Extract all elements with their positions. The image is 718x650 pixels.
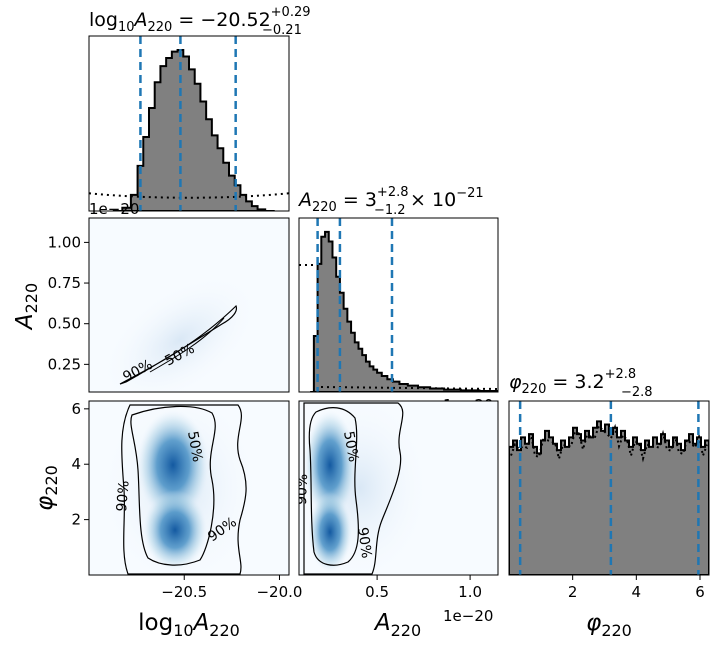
x-tick-label: 0.5	[365, 583, 389, 601]
frame-A-vs-phi	[298, 400, 499, 576]
title-A-exp: −21	[456, 186, 483, 201]
panel-diag-logA	[89, 36, 289, 211]
title-phi-var-sub: 220	[522, 382, 547, 397]
xticks-phi220: 2 4 6	[568, 575, 705, 601]
x-tick-label: 1.0	[458, 583, 482, 601]
x-tick-label: 2	[568, 583, 578, 601]
y-tick-label: 6	[71, 400, 81, 418]
xlabel-logA220-base: log	[138, 610, 173, 636]
x-tick-label: 6	[695, 583, 705, 601]
offset-text-diag-logA: 1e−20	[89, 200, 139, 218]
xlabel-phi220-var: φ	[586, 610, 601, 636]
xticks-A220: 0.5 1.0	[365, 575, 482, 601]
contour-90-A-phi	[303, 402, 404, 575]
posterior-histogram-phi	[509, 420, 709, 575]
title-phi-sub: −2.8	[621, 385, 653, 400]
panel-A-vs-phi: 50% 90% 90%	[294, 401, 498, 575]
contour-label-50-A-phi: 50%	[340, 430, 361, 463]
xticks-logA220: −20.5 −20.0	[161, 575, 302, 601]
title-diag-A: A220 = 3+2.8 −1.2 × 10−21	[297, 185, 484, 218]
xlabel-phi220-sub: 220	[601, 621, 632, 640]
ylabel-A220-sub: 220	[22, 283, 41, 314]
posterior-histogram-A	[310, 230, 498, 392]
y-tick-label: 0.75	[48, 274, 81, 292]
title-A-sub: −1.2	[374, 203, 406, 218]
title-phi-sup: +2.8	[605, 367, 637, 382]
x-tick-label: −20.0	[256, 583, 302, 601]
xlabel-A220-var: A	[373, 610, 391, 636]
offset-text-A-phi: 1e−20	[443, 607, 493, 625]
y-tick-label: 0.50	[48, 315, 81, 333]
contour-50-logA-A	[149, 317, 225, 373]
y-tick-label: 2	[71, 511, 81, 529]
title-phi-value: = 3.2	[546, 371, 604, 393]
title-logA-var: A	[133, 9, 148, 31]
y-tick-label: 4	[71, 455, 81, 473]
xlabel-A220-sub: 220	[391, 621, 422, 640]
quantile-lines-phi	[518, 401, 700, 575]
panel-logA-vs-phi: 50% 90% 90%	[89, 401, 289, 575]
title-logA-value: = −20.52	[172, 9, 270, 31]
title-logA-sup: +0.29	[271, 5, 311, 20]
contour-50-A-phi	[308, 407, 359, 566]
ylabel-A220: A220	[12, 283, 41, 331]
contour-label-50-logA-phi: 50%	[184, 430, 205, 463]
title-A-var-sub: 220	[312, 200, 337, 215]
contour-90-logA-phi	[121, 404, 247, 575]
quantile-lines-logA	[139, 36, 237, 211]
xlabel-phi220: φ220	[586, 610, 632, 640]
title-A-sup: +2.8	[377, 185, 409, 200]
ylabel-phi220: φ220	[32, 465, 61, 511]
title-A-value: = 3	[337, 189, 377, 211]
contour-label-90a-logA-phi: 90%	[114, 480, 133, 512]
quantile-lines-A	[316, 218, 394, 392]
frame-logA-vs-phi	[88, 400, 290, 576]
xlabel-A220: A220	[373, 610, 421, 640]
frame-diag-A	[298, 217, 499, 393]
title-logA-var-sub: 220	[148, 20, 173, 35]
ylabel-phi220-sub: 220	[42, 465, 61, 496]
title-diag-logA: log10A220 = −20.52+0.29 −0.21	[89, 5, 311, 38]
contour-90-logA-A	[119, 304, 238, 385]
x-tick-label: 4	[632, 583, 642, 601]
title-phi-var: φ	[509, 371, 522, 393]
contour-50-logA-phi	[130, 405, 216, 566]
frame-logA-vs-A	[88, 217, 290, 393]
title-logA-sub: −0.21	[262, 23, 302, 38]
contour-label-90a-A-phi: 90%	[294, 473, 311, 505]
title-A-tail: × 10	[404, 189, 456, 211]
panel-diag-A	[299, 218, 498, 392]
title-A-var: A	[297, 189, 312, 211]
title-logA-base-sub: 10	[118, 20, 135, 35]
panel-diag-phi	[509, 401, 709, 575]
yticks-phi220: 2 4 6	[71, 400, 89, 529]
title-logA-lhs: log	[89, 9, 118, 31]
xlabel-logA220-var-sub: 220	[209, 621, 240, 640]
prior-curve-phi	[510, 423, 708, 463]
contour-label-90b-A-phi: 90%	[354, 526, 374, 559]
ylabel-phi220-var: φ	[32, 496, 58, 511]
y-tick-label: 0.25	[48, 355, 81, 373]
y-tick-label: 1.00	[48, 233, 81, 251]
panel-logA-vs-A: 90% 50%	[89, 218, 289, 392]
xlabel-logA220-base-sub: 10	[173, 621, 193, 640]
title-diag-phi: φ220 = 3.2+2.8 −2.8	[509, 367, 653, 400]
yticks-A220: 0.25 0.50 0.75 1.00	[48, 233, 89, 373]
frame-diag-logA	[88, 35, 290, 212]
frame-diag-phi	[508, 400, 710, 576]
x-tick-label: −20.5	[161, 583, 207, 601]
posterior-histogram-logA	[112, 49, 275, 211]
xlabel-logA220: log10A220	[138, 610, 240, 640]
xlabel-logA220-var: A	[192, 610, 210, 636]
